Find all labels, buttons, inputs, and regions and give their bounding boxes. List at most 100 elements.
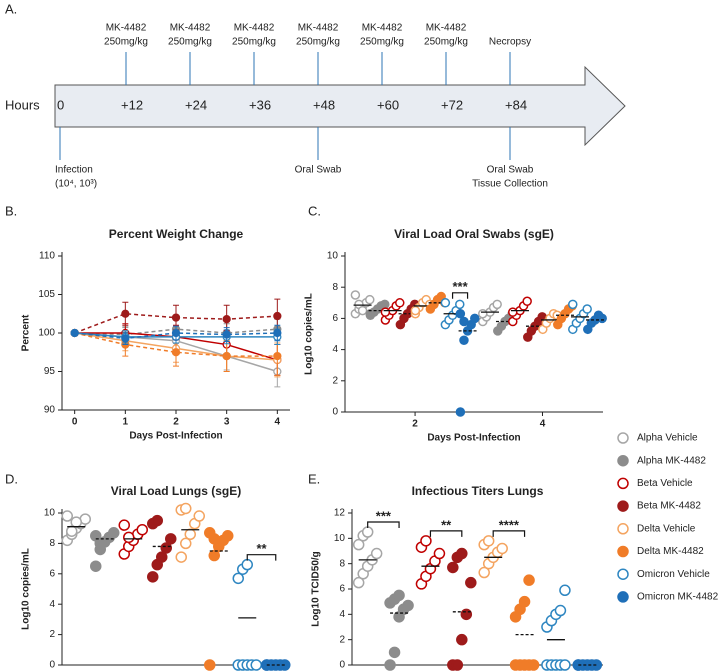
y-tick-label: 10 [327, 251, 339, 262]
point [420, 535, 432, 547]
legend-label: Beta Vehicle [637, 478, 693, 489]
legend-marker [617, 568, 629, 580]
legend-marker [617, 591, 629, 603]
legend-label: Alpha MK-4482 [637, 455, 706, 466]
event-text: Necropsy [489, 37, 531, 48]
significance-bracket [451, 292, 469, 299]
y-tick-label: 8 [332, 282, 338, 293]
point [136, 523, 148, 536]
point [273, 311, 282, 321]
point [456, 633, 468, 646]
point [222, 330, 231, 339]
point [459, 316, 469, 327]
legend-marker [617, 454, 629, 467]
point [208, 549, 220, 562]
significance-bracket [429, 530, 463, 537]
significance-label: ** [256, 541, 267, 556]
point [582, 304, 592, 314]
timeline-arrow [54, 65, 626, 147]
timeline-axis-label: Hours [5, 97, 40, 112]
point [357, 305, 368, 316]
legend-label: Delta Vehicle [637, 523, 696, 534]
point [447, 561, 459, 574]
point [508, 307, 518, 317]
event-text: Oral Swab [487, 165, 534, 176]
event-text: 250mg/kg [360, 37, 404, 48]
y-tick-label: 95 [44, 366, 56, 377]
event-text: (10⁴, 10³) [55, 179, 97, 190]
chart-title: Infectious Titers Lungs [412, 484, 544, 498]
point [204, 659, 216, 671]
event-text: Oral Swab [295, 165, 342, 176]
legend-marker [617, 477, 629, 490]
point [440, 298, 451, 308]
point [455, 299, 465, 310]
point [156, 551, 168, 563]
point [518, 595, 531, 608]
point [61, 510, 73, 522]
y-tick-label: 8 [49, 538, 55, 549]
timepoint: +24 [185, 97, 207, 112]
point [365, 294, 375, 305]
point [410, 305, 421, 316]
point [395, 298, 405, 308]
point [465, 576, 477, 589]
timepoint: +12 [121, 97, 143, 112]
point [496, 542, 508, 555]
point [361, 526, 374, 538]
point [171, 348, 181, 357]
event-text: Tissue Collection [472, 179, 548, 190]
legend-marker [617, 432, 629, 444]
point [365, 308, 376, 319]
point [523, 574, 535, 586]
point [222, 314, 231, 324]
x-tick-label: 4 [275, 417, 281, 428]
x-axis-label: Days Post-Infection [129, 431, 222, 442]
point [94, 537, 106, 550]
point [460, 608, 473, 621]
y-axis-label: Percent [21, 314, 32, 351]
point [171, 328, 181, 338]
point [193, 510, 205, 522]
y-tick-label: 100 [38, 328, 55, 339]
point [492, 299, 502, 310]
y-tick-label: 0 [339, 660, 345, 671]
event-text: Infection [55, 165, 93, 176]
x-tick-label: 1 [123, 417, 129, 428]
x-tick-label: 3 [224, 417, 230, 428]
timepoint: 0 [57, 97, 64, 112]
event-text: MK-4482 [234, 23, 275, 34]
y-tick-label: 2 [332, 375, 338, 386]
y-tick-label: 4 [332, 344, 338, 355]
event-text: MK-4482 [298, 23, 339, 34]
y-tick-label: 8 [339, 558, 345, 569]
point [108, 527, 120, 539]
point [241, 558, 253, 571]
significance-bracket [367, 521, 400, 528]
timepoint: +84 [505, 97, 527, 112]
point [123, 531, 135, 544]
legend-marker [617, 545, 629, 558]
point [350, 290, 361, 300]
y-tick-label: 6 [49, 568, 55, 579]
point [118, 519, 130, 531]
legend-label: Omicron MK-4482 [637, 592, 719, 603]
point [70, 516, 82, 528]
point [380, 307, 391, 317]
point [121, 334, 130, 343]
significance-bracket [492, 530, 526, 537]
point [352, 538, 365, 551]
series-line [74, 332, 278, 357]
y-tick-label: 4 [339, 609, 345, 620]
point [273, 351, 282, 361]
legend-label: Beta MK-4482 [637, 501, 701, 512]
y-axis-label: Log10 copies/mL [21, 548, 32, 630]
point [175, 551, 187, 563]
point [388, 646, 401, 659]
event-text: 250mg/kg [296, 37, 340, 48]
point [180, 537, 192, 550]
event-text: 250mg/kg [424, 37, 468, 48]
y-axis-label: Log10 copies/mL [304, 293, 315, 375]
y-tick-label: 105 [38, 289, 55, 300]
